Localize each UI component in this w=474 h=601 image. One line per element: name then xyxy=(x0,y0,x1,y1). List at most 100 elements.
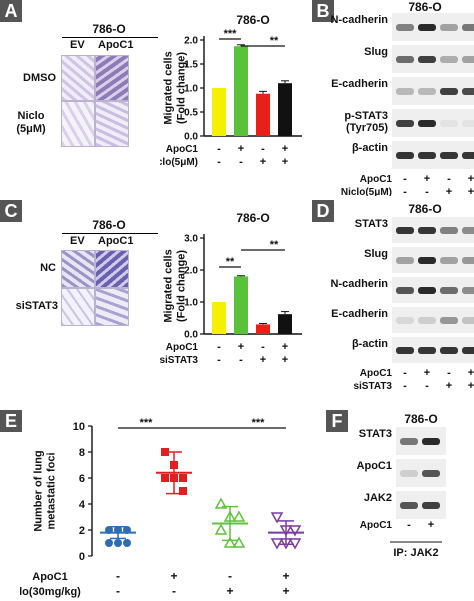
condition-label: Niclo(5μM) xyxy=(341,187,392,196)
panel-a-header-rule xyxy=(62,37,158,38)
condition-sign: - xyxy=(403,186,407,196)
blot-band xyxy=(440,347,458,354)
blot-band xyxy=(462,56,474,63)
blot-band xyxy=(400,470,418,477)
blot-label: β-actin xyxy=(351,142,388,154)
y-axis-label-line-0: Migrated cells xyxy=(163,51,175,124)
bar-chart-c: 786-O 0.0 1.0 2.0 3.0 Migrated cells (Fold cha… xyxy=(160,211,302,366)
panel-b-blots: N-cadherin Slug E-cadherin p-STAT3 (Tyr705)… xyxy=(312,12,474,172)
blot-band xyxy=(396,88,414,95)
sig-label: ** xyxy=(270,239,279,251)
panel-f-cell-line: 786-O xyxy=(404,412,438,426)
blot-band xyxy=(396,120,414,127)
bar xyxy=(278,314,292,334)
condition-sign: + xyxy=(428,519,434,531)
sig-label: *** xyxy=(252,417,266,429)
blot-band xyxy=(440,56,458,63)
y-tick-label: 0.5 xyxy=(184,108,198,119)
condition-label: siSTAT3 xyxy=(160,355,198,366)
panel-label-b: B xyxy=(312,0,334,22)
panel-b-conditions: ApoC1- + - +Niclo(5μM) - - + + xyxy=(341,173,474,196)
scatter-chart-e: 0 2 4 6 8 10 Number of lung metastatic foci *** *… xyxy=(20,417,304,598)
condition-label: ApoC1 xyxy=(360,520,393,531)
condition-sign: + xyxy=(446,380,452,390)
blot-label: STAT3 xyxy=(354,218,388,230)
panel-c-header-rule xyxy=(62,233,158,234)
panel-label-c: C xyxy=(0,200,22,222)
blot-band xyxy=(396,287,414,294)
condition-sign: - xyxy=(217,354,221,366)
blot-label: E-cadherin xyxy=(331,78,388,90)
y-tick-label: 0 xyxy=(79,551,85,563)
y-tick-label: 1.5 xyxy=(184,60,198,71)
y-tick-label: 4 xyxy=(79,499,86,511)
condition-sign: + xyxy=(282,143,288,155)
condition-sign: - xyxy=(172,584,176,598)
data-point xyxy=(214,497,228,509)
panel-c-cell-line: 786-O xyxy=(92,218,126,232)
blot-band xyxy=(440,152,458,159)
y-tick-label: 0.0 xyxy=(184,330,198,341)
condition-sign: + xyxy=(226,584,233,598)
blot-band xyxy=(462,120,474,127)
blot-band xyxy=(396,257,414,264)
blot-band xyxy=(440,317,458,324)
condition-sign: - xyxy=(239,156,243,168)
data-point xyxy=(232,536,246,548)
panel-f-conditions: ApoC1 - + IP: JAK2 xyxy=(360,519,442,559)
micrograph-a-ev-dmso xyxy=(61,55,95,101)
condition-sign: - xyxy=(425,186,429,196)
blot-band xyxy=(418,227,436,234)
panel-a-col-apoc1: ApoC1 xyxy=(98,39,134,51)
blot-band xyxy=(462,317,474,324)
blot-label: Slug xyxy=(364,248,388,260)
blot-label: ApoC1 xyxy=(356,460,392,472)
y-tick-label: 1.0 xyxy=(184,298,198,309)
condition-sign: - xyxy=(116,569,120,583)
data-point xyxy=(105,539,113,547)
blot-band xyxy=(462,227,474,234)
blot-band xyxy=(418,317,436,324)
data-point xyxy=(232,510,246,522)
blot-band xyxy=(396,227,414,234)
data-point xyxy=(288,525,302,537)
condition-sign: + xyxy=(446,186,452,196)
blot-band xyxy=(418,347,436,354)
bar xyxy=(212,302,226,334)
blot-label: N-cadherin xyxy=(330,14,388,26)
condition-sign: - xyxy=(403,173,407,185)
panel-a-row-dmso: DMSO xyxy=(23,72,56,84)
data-point xyxy=(179,474,187,482)
blot-band xyxy=(462,88,474,95)
panel-label-d: D xyxy=(312,200,334,222)
panel-label-a: A xyxy=(0,0,22,22)
condition-sign: - xyxy=(425,380,429,390)
bar xyxy=(234,46,248,136)
blot-label: STAT3 xyxy=(358,428,392,440)
blot-band xyxy=(418,120,436,127)
blot-band xyxy=(422,470,440,477)
chart-title: 786-O xyxy=(236,211,269,225)
bar-chart-a: 786-O 0.0 0.5 1.0 1.5 2.0 Migrated cells (Fold … xyxy=(160,13,302,168)
condition-label: ApoC1 xyxy=(166,144,199,155)
data-point xyxy=(123,539,131,547)
condition-sign: - xyxy=(261,143,265,155)
condition-label: ApoC1 xyxy=(360,368,393,379)
panel-d-blots: STAT3 Slug N-cadherin E-cadherin β-actin xyxy=(312,216,474,366)
sig-label: *** xyxy=(140,417,154,429)
condition-sign: - xyxy=(217,143,221,155)
blot-band xyxy=(462,287,474,294)
condition-sign: + xyxy=(282,584,289,598)
blot-band xyxy=(440,24,458,31)
condition-sign: + xyxy=(170,569,177,583)
blot-label: β-actin xyxy=(351,338,388,350)
condition-sign: - xyxy=(403,367,407,379)
condition-sign: + xyxy=(238,143,244,155)
blot-band xyxy=(418,257,436,264)
data-point xyxy=(270,512,284,524)
blot-band xyxy=(396,24,414,31)
blot-band xyxy=(422,438,440,445)
panel-c-row-sistat3: siSTAT3 xyxy=(15,300,58,312)
y-axis-label-line-1: (Fold change) xyxy=(176,250,188,322)
condition-sign: - xyxy=(407,519,411,531)
